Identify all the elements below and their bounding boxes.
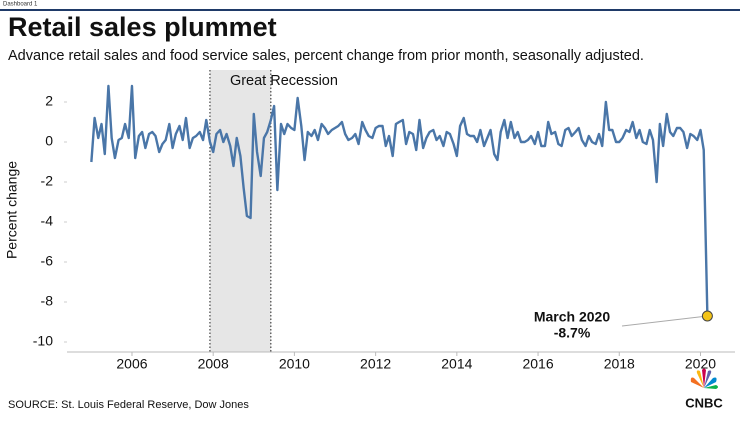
- chart-title: Retail sales plummet: [8, 12, 277, 42]
- x-tick-label: 2008: [198, 356, 229, 372]
- x-tick-label: 2010: [279, 356, 310, 372]
- y-tick-label: -2: [41, 173, 54, 189]
- logo-text: CNBC: [685, 395, 723, 410]
- x-tick-label: 2014: [441, 356, 472, 372]
- y-tick-label: 2: [45, 93, 53, 109]
- y-tick-label: -6: [41, 253, 54, 269]
- annotation-text: -8.7%: [554, 325, 591, 341]
- y-tick-label: -4: [41, 213, 54, 229]
- tab-label[interactable]: Dashboard 1: [3, 2, 38, 8]
- y-tick-label: -8: [41, 293, 54, 309]
- chart-subtitle: Advance retail sales and food service sa…: [8, 48, 644, 64]
- recession-label: Great Recession: [230, 73, 338, 89]
- y-tick-label: -10: [33, 333, 53, 349]
- source: SOURCE: St. Louis Federal Reserve, Dow J…: [8, 399, 249, 411]
- x-tick-label: 2016: [522, 356, 553, 372]
- x-tick-label: 2018: [604, 356, 635, 372]
- highlight-marker: [701, 310, 713, 322]
- recession-shade: [209, 70, 271, 352]
- x-tick-label: 2020: [685, 356, 716, 372]
- data-line: [90, 84, 709, 317]
- y-axis-label: Percent change: [4, 161, 20, 259]
- top-rule: [0, 9, 740, 11]
- x-tick-label: 2012: [360, 356, 391, 372]
- y-tick-label: 0: [45, 133, 53, 149]
- x-tick-label: 2006: [116, 356, 147, 372]
- annotation-text: March 2020: [534, 309, 610, 325]
- logo-icon: [690, 368, 718, 389]
- annotation-leader: [621, 315, 708, 327]
